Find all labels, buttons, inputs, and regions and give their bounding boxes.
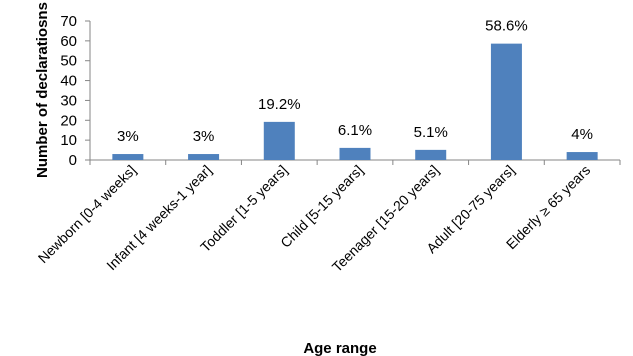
bars — [112, 43, 598, 160]
bar — [415, 149, 447, 160]
y-tick-label: 70 — [60, 13, 77, 30]
data-label: 4% — [571, 126, 593, 143]
x-axis-title: Age range — [303, 340, 376, 356]
bar — [339, 147, 371, 160]
data-label: 3% — [117, 128, 139, 145]
category-label: Child [5-15 years] — [277, 162, 366, 251]
y-tick-label: 30 — [60, 92, 77, 109]
y-axis-title: Number of declaratiosns — [34, 2, 51, 178]
category-labels: Newborn [0-4 weeks]Infant [4 weeks-1 yea… — [35, 162, 594, 275]
y-tick-label: 10 — [60, 132, 77, 149]
data-labels: 3% 3% 19.2% 6.1% 5.1% 58.6% 4% — [117, 18, 593, 145]
y-tick-label: 20 — [60, 112, 77, 129]
bar — [263, 121, 295, 160]
bar — [188, 154, 220, 160]
category-label: Elderly ≥ 65 years — [503, 162, 593, 252]
bar — [112, 154, 144, 160]
y-tick-label: 50 — [60, 53, 77, 70]
data-label: 3% — [193, 128, 215, 145]
y-axis: 0 10 20 30 40 50 60 70 — [60, 13, 91, 169]
data-label: 19.2% — [258, 96, 301, 113]
data-label: 5.1% — [414, 124, 448, 141]
bar — [566, 152, 598, 160]
data-label: 58.6% — [485, 18, 528, 35]
bar — [490, 43, 522, 160]
data-label: 6.1% — [338, 122, 372, 139]
y-tick-label: 60 — [60, 33, 77, 50]
y-tick-label: 0 — [69, 152, 77, 169]
y-tick-label: 40 — [60, 73, 77, 90]
